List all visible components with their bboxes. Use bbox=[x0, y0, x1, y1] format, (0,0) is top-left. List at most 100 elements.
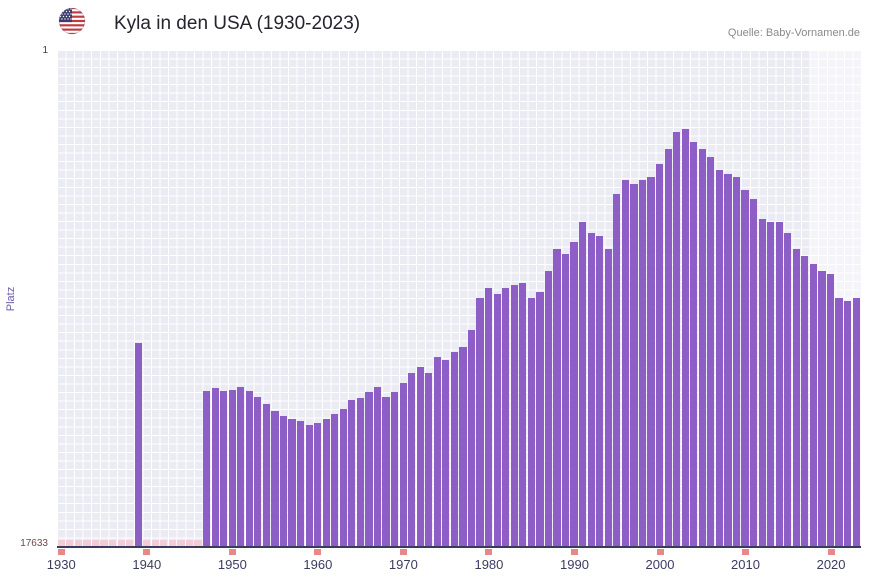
rank-bar bbox=[741, 189, 749, 547]
y-axis-title-text: Platz bbox=[5, 286, 17, 311]
rank-bar bbox=[237, 386, 245, 547]
year-slot bbox=[792, 50, 801, 547]
year-slot bbox=[698, 50, 707, 547]
rank-bar bbox=[339, 409, 347, 547]
rank-bar bbox=[228, 389, 236, 547]
year-slot bbox=[271, 50, 280, 547]
year-slot bbox=[655, 50, 664, 547]
rank-bar bbox=[391, 392, 399, 547]
year-slot bbox=[852, 50, 861, 547]
rank-bar bbox=[647, 176, 655, 547]
year-slot bbox=[425, 50, 434, 547]
y-axis-title: Platz bbox=[0, 50, 22, 547]
rank-bar bbox=[202, 391, 211, 547]
year-slot bbox=[433, 50, 442, 547]
year-slot bbox=[219, 50, 228, 547]
decade-tick-mark bbox=[742, 549, 750, 555]
rank-bar bbox=[296, 420, 305, 547]
year-slot bbox=[630, 50, 639, 547]
rank-bar bbox=[485, 288, 493, 547]
rank-bar bbox=[775, 221, 783, 547]
year-slot bbox=[527, 50, 536, 547]
year-slot bbox=[707, 50, 716, 547]
no-rank-stub bbox=[177, 540, 185, 547]
year-slot bbox=[604, 50, 613, 547]
year-slot bbox=[638, 50, 647, 547]
year-slot bbox=[672, 50, 681, 547]
year-slot bbox=[621, 50, 630, 547]
no-rank-stub bbox=[57, 540, 65, 547]
rank-bar bbox=[211, 387, 219, 547]
rank-bar bbox=[792, 248, 800, 547]
source-attribution: Quelle: Baby-Vornamen.de bbox=[727, 27, 860, 39]
year-slot bbox=[715, 50, 724, 547]
no-rank-stub bbox=[117, 540, 125, 547]
rank-bar bbox=[638, 179, 647, 547]
rank-bar bbox=[809, 264, 817, 547]
year-slot bbox=[801, 50, 810, 547]
year-slot bbox=[151, 50, 160, 547]
no-rank-stub bbox=[185, 540, 194, 547]
x-axis-line bbox=[57, 546, 861, 548]
plot-wrap bbox=[57, 50, 861, 548]
year-slot bbox=[365, 50, 374, 547]
rank-bar bbox=[758, 219, 766, 547]
rank-bar bbox=[707, 157, 715, 547]
rank-bar bbox=[459, 347, 467, 547]
year-slot bbox=[818, 50, 827, 547]
rank-bar bbox=[749, 199, 758, 547]
no-rank-stub bbox=[74, 540, 82, 547]
rank-bar bbox=[527, 298, 535, 547]
year-slot bbox=[296, 50, 305, 547]
rank-bar bbox=[630, 183, 638, 547]
year-slot bbox=[442, 50, 451, 547]
rank-bar bbox=[322, 419, 330, 547]
no-rank-stub bbox=[168, 540, 176, 547]
rank-bar bbox=[698, 148, 706, 547]
rank-bar bbox=[536, 292, 544, 547]
rank-bar bbox=[510, 285, 518, 547]
year-slot bbox=[493, 50, 502, 547]
rank-bar bbox=[356, 398, 365, 547]
rank-bar bbox=[467, 330, 476, 547]
year-slot bbox=[835, 50, 844, 547]
year-slot bbox=[783, 50, 792, 547]
rank-bar bbox=[724, 174, 732, 547]
recent-years-band bbox=[809, 50, 861, 547]
rank-bar bbox=[254, 396, 262, 547]
rank-bar bbox=[450, 351, 459, 547]
year-slot bbox=[322, 50, 331, 547]
year-slot bbox=[510, 50, 519, 547]
rank-bar bbox=[826, 274, 835, 547]
year-slot bbox=[578, 50, 587, 547]
rank-bar bbox=[732, 176, 741, 547]
rank-bar bbox=[399, 382, 407, 547]
decade-tick-mark bbox=[399, 549, 407, 555]
year-slot bbox=[168, 50, 177, 547]
no-rank-stub bbox=[126, 540, 134, 547]
rank-bar bbox=[852, 298, 860, 547]
rank-bar bbox=[134, 343, 142, 547]
no-rank-stub bbox=[91, 540, 100, 547]
rank-bar bbox=[502, 288, 510, 547]
year-slot bbox=[100, 50, 109, 547]
rank-bar bbox=[425, 372, 433, 547]
rank-bar bbox=[715, 169, 723, 547]
year-slot bbox=[664, 50, 673, 547]
year-slot bbox=[467, 50, 476, 547]
decade-tick-mark bbox=[485, 549, 493, 555]
decade-tick-mark bbox=[143, 549, 151, 555]
year-slot bbox=[826, 50, 835, 547]
rank-bar bbox=[673, 131, 681, 547]
x-tick-label: 1940 bbox=[132, 557, 162, 572]
rank-bar bbox=[784, 233, 792, 547]
year-slot bbox=[553, 50, 562, 547]
year-slot bbox=[749, 50, 758, 547]
rank-bar bbox=[544, 271, 553, 547]
year-slot bbox=[476, 50, 485, 547]
rank-bar bbox=[288, 419, 296, 547]
year-slot bbox=[202, 50, 211, 547]
rank-bar bbox=[279, 416, 288, 547]
x-tick-label: 1970 bbox=[388, 557, 418, 572]
rank-bar bbox=[579, 221, 587, 547]
